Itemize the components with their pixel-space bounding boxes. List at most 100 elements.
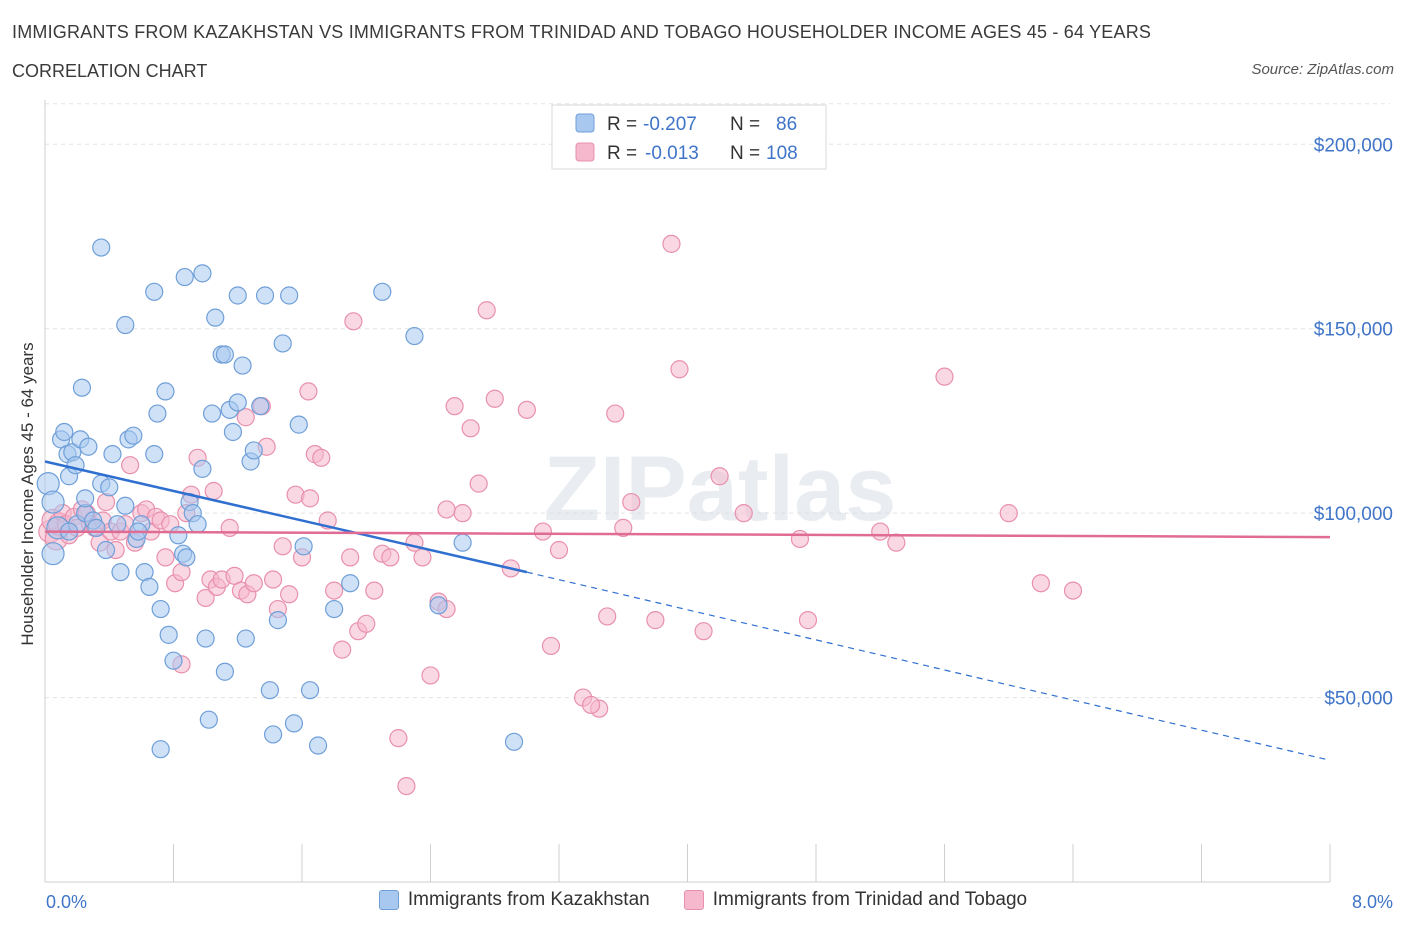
trinidad-point-75 [485, 389, 504, 408]
kazakhstan-point-82 [177, 548, 196, 567]
series-legend: Immigrants from Kazakhstan Immigrants fr… [0, 889, 1406, 911]
kazakhstan-point-34 [164, 651, 183, 670]
trinidad-point-62 [381, 548, 400, 567]
trinidad-point-92 [734, 504, 753, 523]
kazakhstan-point-43 [202, 404, 222, 423]
kazakhstan-point-54 [251, 397, 270, 416]
kazakhstan-point-80 [228, 286, 247, 305]
chart-subtitle: CORRELATION CHART [12, 61, 208, 81]
trinidad-point-59 [357, 614, 376, 633]
kazakhstan-point-11 [72, 378, 92, 397]
kazakhstan-point-66 [325, 599, 344, 619]
trinidad-point-89 [670, 360, 689, 379]
kazakhstan-point-64 [300, 681, 320, 700]
kazakhstan-point-15 [87, 518, 106, 537]
kazakhstan-point-78 [193, 264, 212, 283]
x-tick-label-min: 0.0% [46, 892, 87, 912]
trinidad-point-107 [582, 695, 601, 715]
kazakhstan-point-50 [233, 356, 252, 375]
trinidad-point-91 [710, 467, 729, 486]
axes [44, 100, 1331, 883]
y-tick-label-2: $150,000 [1314, 320, 1393, 341]
kazakhstan-point-83 [76, 489, 95, 508]
trinidad-point-84 [606, 404, 625, 423]
kazakhstan-point-46 [215, 662, 234, 681]
kazakhstan-point-67 [341, 574, 360, 593]
kazakhstan-point-39 [188, 515, 207, 534]
legend-n-value-1: 86 [776, 114, 797, 135]
kazakhstan-point-17 [96, 540, 116, 560]
trinidad-point-64 [397, 776, 416, 796]
legend-r-value-1: -0.207 [643, 114, 697, 135]
trinidad-point-55 [325, 581, 344, 600]
trinidad-point-48 [280, 585, 299, 604]
trinidad-point-101 [344, 312, 363, 331]
trinidad-point-77 [517, 400, 536, 419]
kazakhstan-point-65 [308, 736, 328, 755]
trinidad-point-42 [244, 574, 263, 593]
trinidad-point-15 [96, 492, 116, 512]
legend-r-label-2: R = [607, 143, 637, 164]
trinidad-point-70 [445, 397, 464, 416]
kazakhstan-point-33 [159, 625, 178, 644]
kazakhstan-point-30 [148, 404, 167, 423]
trinidad-point-38 [220, 518, 239, 537]
kazakhstan-point-62 [289, 415, 308, 434]
trend-line-kazakhstan [44, 460, 528, 574]
trinidad-point-97 [935, 367, 954, 386]
trinidad-point-99 [1031, 574, 1050, 593]
kazakhstan-point-63 [294, 537, 313, 556]
kazakhstan-point-73 [92, 238, 111, 257]
trinidad-point-27 [156, 548, 175, 567]
trinidad-point-66 [413, 548, 432, 567]
legend-box [551, 104, 827, 170]
kazakhstan-point-28 [140, 577, 159, 597]
kazakhstan-point-51 [236, 629, 255, 648]
trinidad-point-56 [333, 640, 352, 659]
y-tick-label-0: $50,000 [1324, 689, 1393, 710]
trinidad-point-45 [263, 570, 283, 589]
kazakhstan-point-22 [116, 496, 135, 515]
kazakhstan-point-81 [151, 740, 170, 759]
trinidad-point-98 [999, 504, 1018, 523]
kazakhstan-point-56 [260, 681, 279, 700]
trinidad-point-74 [477, 301, 496, 320]
trinidad-point-95 [871, 522, 890, 541]
trinidad-point-85 [614, 518, 633, 537]
trinidad-point-57 [341, 548, 360, 567]
kazakhstan-point-41 [196, 629, 215, 648]
kazakhstan-point-77 [175, 267, 194, 287]
kazakhstan-point-61 [284, 714, 304, 733]
legend-n-label-1: N = [730, 114, 760, 135]
series-kazakhstan-points [36, 238, 524, 759]
trinidad-point-105 [236, 408, 255, 427]
trinidad-point-104 [204, 481, 223, 501]
trend-line-kazakhstan-projection [526, 571, 1331, 761]
legend-label-trinidad: Immigrants from Trinidad and Tobago [712, 889, 1028, 910]
trinidad-point-83 [598, 607, 617, 626]
legend-swatch-pink [683, 890, 704, 910]
kazakhstan-point-55 [255, 286, 275, 305]
trinidad-point-94 [798, 611, 818, 630]
kazakhstan-point-32 [156, 382, 175, 401]
legend-swatch-kazakhstan [575, 113, 595, 133]
trend-lines [44, 460, 1331, 761]
legend-swatch-blue [378, 890, 399, 910]
kazakhstan-point-13 [79, 437, 98, 456]
legend-swatch-trinidad [575, 142, 595, 162]
trinidad-point-87 [646, 611, 665, 630]
kazakhstan-point-70 [429, 596, 448, 615]
trinidad-point-51 [299, 382, 318, 401]
y-tick-label-3: $200,000 [1314, 135, 1393, 156]
legend-r-value-2: -0.013 [645, 143, 699, 164]
kazakhstan-point-42 [199, 710, 218, 729]
trinidad-point-53 [312, 448, 331, 467]
legend-n-value-2: 108 [766, 143, 798, 164]
kazakhstan-point-59 [273, 334, 292, 353]
trinidad-point-20 [121, 456, 140, 475]
kazakhstan-point-18 [100, 478, 119, 497]
kazakhstan-point-31 [151, 599, 170, 619]
kazakhstan-point-68 [373, 282, 392, 301]
kazakhstan-point-72 [504, 732, 524, 751]
kazakhstan-point-1 [41, 490, 65, 514]
